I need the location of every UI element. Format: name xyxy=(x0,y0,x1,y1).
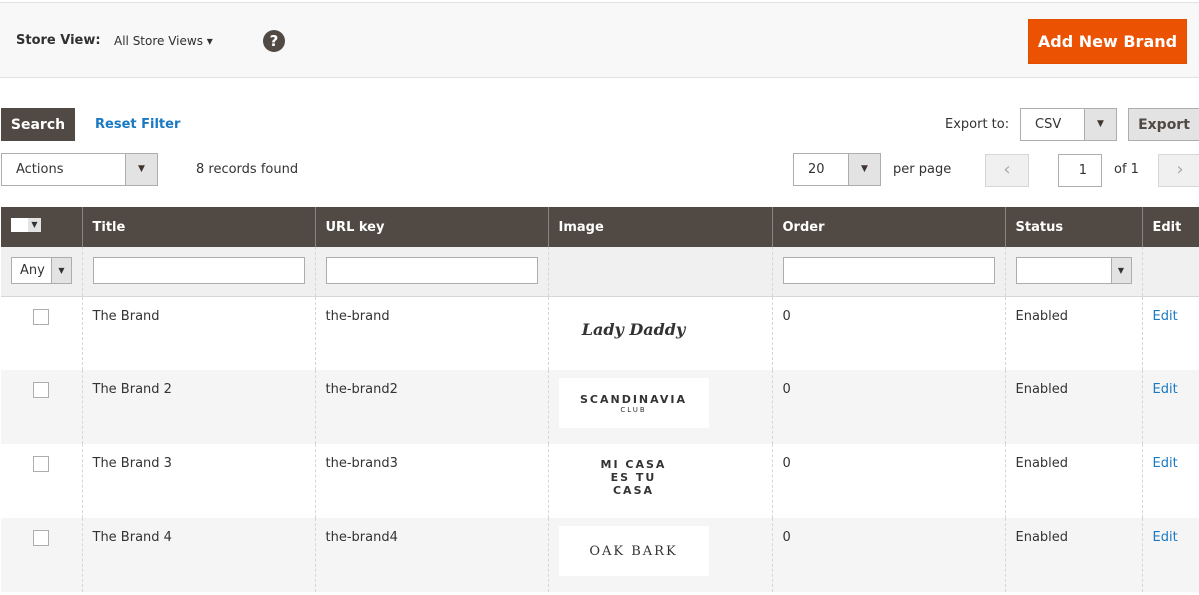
column-edit: Edit xyxy=(1141,207,1199,247)
store-view-value: All Store Views xyxy=(114,34,203,48)
previous-page-button[interactable]: ‹ xyxy=(985,154,1029,187)
chevron-down-icon: ▼ xyxy=(1110,258,1131,283)
next-page-button[interactable]: › xyxy=(1158,154,1199,187)
table-row: The Brand 3 the-brand3 MI CASA ES TU CAS… xyxy=(1,444,1199,518)
chevron-down-icon: ▼ xyxy=(1084,109,1116,140)
row-title: The Brand 4 xyxy=(81,518,315,592)
records-count: 8 records found xyxy=(196,162,299,177)
edit-link[interactable]: Edit xyxy=(1152,308,1178,324)
add-new-brand-button[interactable]: Add New Brand xyxy=(1028,19,1187,64)
logo-text: MI CASA ES TU CASA xyxy=(600,457,667,497)
column-image: Image xyxy=(547,207,772,247)
table-row: The Brand the-brand Lady Daddy 0 Enabled… xyxy=(1,296,1199,370)
row-status: Enabled xyxy=(1004,518,1142,592)
row-order: 0 xyxy=(771,518,1005,592)
edit-link[interactable]: Edit xyxy=(1152,530,1178,545)
row-status: Enabled xyxy=(1004,444,1142,518)
brand-logo-image: Lady Daddy xyxy=(558,304,709,355)
row-title: The Brand 2 xyxy=(81,370,315,444)
chevron-down-icon: ▼ xyxy=(125,154,157,185)
table-row: The Brand 4 the-brand4 OAK BARK 0 Enable… xyxy=(1,518,1199,592)
edit-link[interactable]: Edit xyxy=(1152,456,1178,471)
url-key-filter-input[interactable] xyxy=(325,257,538,284)
caret-down-icon: ▾ xyxy=(206,34,213,48)
store-view-bar: Store View: All Store Views ▾ ? Add New … xyxy=(0,2,1199,78)
column-title[interactable]: Title xyxy=(81,207,315,247)
chevron-down-icon: ▼ xyxy=(848,154,880,185)
brands-grid: ▼ Title URL key Image Order Status Edit … xyxy=(1,207,1199,592)
title-filter-input[interactable] xyxy=(92,257,305,284)
per-page-select[interactable]: 20 ▼ xyxy=(793,153,881,186)
row-order: 0 xyxy=(771,296,1005,370)
row-url-key: the-brand3 xyxy=(314,444,548,518)
brand-logo-image: OAK BARK xyxy=(558,526,709,576)
row-order: 0 xyxy=(771,370,1005,444)
mass-select-checkbox[interactable]: ▼ xyxy=(11,218,41,232)
help-icon[interactable]: ? xyxy=(263,30,285,52)
logo-subtext: CLUB xyxy=(620,405,647,414)
row-url-key: the-brand2 xyxy=(314,370,548,444)
per-page-label: per page xyxy=(893,162,952,177)
filter-any-value: Any xyxy=(20,263,45,278)
edit-link[interactable]: Edit xyxy=(1152,382,1178,397)
order-filter-input[interactable] xyxy=(782,257,995,284)
table-row: The Brand 2 the-brand2 SCANDINAVIA CLUB 0… xyxy=(1,370,1199,444)
brand-logo-image: SCANDINAVIA CLUB xyxy=(558,378,709,428)
row-title: The Brand xyxy=(81,296,315,370)
actions-select[interactable]: Actions ▼ xyxy=(1,153,158,186)
status-filter-select[interactable]: ▼ xyxy=(1015,257,1132,284)
chevron-down-icon: ▼ xyxy=(28,218,41,232)
row-checkbox[interactable] xyxy=(33,456,50,472)
logo-text: OAK BARK xyxy=(589,543,678,559)
row-status: Enabled xyxy=(1004,370,1142,444)
logo-text: Lady Daddy xyxy=(581,320,686,339)
logo-text: SCANDINAVIA xyxy=(579,392,688,406)
chevron-right-icon: › xyxy=(1176,159,1184,180)
page-total: of 1 xyxy=(1114,162,1139,177)
export-button[interactable]: Export xyxy=(1128,108,1199,141)
row-status: Enabled xyxy=(1004,296,1142,370)
chevron-left-icon: ‹ xyxy=(1003,159,1011,180)
row-checkbox[interactable] xyxy=(33,308,50,325)
column-status[interactable]: Status xyxy=(1004,207,1142,247)
store-view-label: Store View: xyxy=(16,33,101,48)
store-view-dropdown[interactable]: All Store Views ▾ xyxy=(114,34,213,48)
export-label: Export to: xyxy=(945,117,1010,132)
mass-select-header[interactable]: ▼ xyxy=(1,207,82,247)
mass-select-filter[interactable]: Any ▼ xyxy=(11,257,72,284)
export-format-value: CSV xyxy=(1035,117,1062,132)
page-number-input[interactable]: 1 xyxy=(1058,154,1102,187)
brand-logo-image: MI CASA ES TU CASA xyxy=(558,452,709,502)
per-page-value: 20 xyxy=(808,162,825,177)
row-order: 0 xyxy=(771,444,1005,518)
row-title: The Brand 3 xyxy=(81,444,315,518)
page-number-value: 1 xyxy=(1078,163,1087,178)
row-checkbox[interactable] xyxy=(33,382,50,398)
column-order[interactable]: Order xyxy=(771,207,1005,247)
row-url-key: the-brand xyxy=(314,296,548,370)
row-url-key: the-brand4 xyxy=(314,518,548,592)
search-button[interactable]: Search xyxy=(1,108,75,141)
export-format-select[interactable]: CSV ▼ xyxy=(1020,108,1117,141)
chevron-down-icon: ▼ xyxy=(51,258,71,283)
column-url-key[interactable]: URL key xyxy=(314,207,548,247)
actions-value: Actions xyxy=(16,162,64,177)
row-checkbox[interactable] xyxy=(33,530,50,546)
reset-filter-link[interactable]: Reset Filter xyxy=(95,117,181,132)
